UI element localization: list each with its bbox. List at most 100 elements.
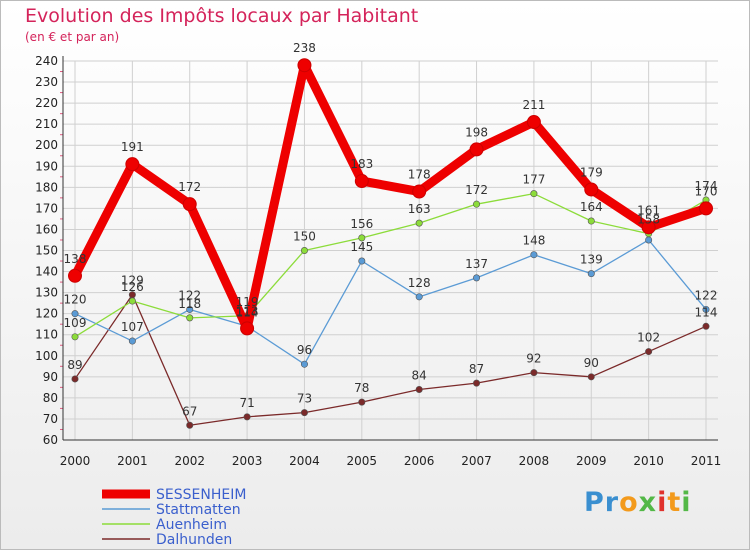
x-tick-label: 2002 [174, 454, 205, 468]
logo-part: Pr [584, 487, 620, 518]
data-point [358, 234, 366, 242]
data-label: 128 [408, 276, 431, 290]
data-point [243, 413, 251, 421]
data-label: 172 [465, 183, 488, 197]
data-label: 114 [695, 305, 718, 319]
x-tick-label: 2001 [117, 454, 148, 468]
data-label: 67 [182, 404, 197, 418]
data-point [240, 321, 255, 336]
data-label: 118 [178, 297, 201, 311]
data-point [415, 293, 423, 301]
x-tick-label: 2005 [347, 454, 378, 468]
x-tick-label: 2008 [519, 454, 550, 468]
data-point [699, 201, 713, 216]
data-label: 174 [695, 179, 718, 193]
data-label: 172 [178, 180, 201, 194]
data-point [128, 297, 136, 305]
data-label: 191 [121, 140, 144, 154]
data-label: 107 [121, 320, 144, 334]
logo-part: x [638, 487, 658, 518]
data-label: 161 [637, 203, 660, 217]
data-label: 109 [64, 316, 87, 330]
data-point [300, 360, 308, 368]
series-dalhunden [71, 291, 710, 429]
data-point [71, 310, 79, 318]
y-tick-label: 190 [35, 159, 58, 173]
data-label: 122 [178, 288, 201, 302]
series-auenheim [71, 190, 710, 341]
data-point [71, 375, 79, 383]
data-point [587, 217, 595, 225]
legend-label: Auenheim [156, 517, 227, 533]
data-label: 126 [121, 280, 144, 294]
data-point [186, 314, 194, 322]
proxiti-logo: Proxiti [584, 487, 692, 518]
data-label: 96 [297, 343, 312, 357]
chart-title: Evolution des Impôts locaux par Habitant [25, 5, 419, 27]
data-label: 114 [236, 305, 259, 319]
legend-label: Stattmatten [156, 502, 241, 518]
y-tick-label: 70 [43, 412, 58, 426]
data-label: 73 [297, 392, 312, 406]
data-label: 145 [350, 240, 373, 254]
y-tick-label: 130 [35, 286, 58, 300]
data-point [125, 157, 140, 172]
data-point [71, 333, 79, 341]
data-label: 179 [580, 165, 603, 179]
logo-part: i [657, 487, 668, 518]
data-point [587, 270, 595, 278]
data-point [412, 184, 427, 199]
y-tick-label: 80 [43, 391, 58, 405]
data-label: 238 [293, 41, 316, 55]
logo-part: i [681, 487, 692, 518]
data-label: 129 [121, 274, 144, 288]
y-tick-label: 240 [35, 54, 58, 68]
data-label: 163 [408, 202, 431, 216]
data-label: 150 [293, 230, 316, 244]
y-tick-label: 60 [43, 433, 58, 447]
data-label: 211 [522, 98, 545, 112]
x-tick-label: 2009 [576, 454, 607, 468]
data-label: 120 [64, 293, 87, 307]
x-tick-label: 2007 [461, 454, 492, 468]
data-label: 102 [637, 331, 660, 345]
data-label: 78 [354, 381, 369, 395]
data-label: 164 [580, 200, 603, 214]
data-label: 90 [584, 356, 599, 370]
data-label: 137 [465, 257, 488, 271]
data-point [530, 369, 538, 377]
data-point [645, 348, 653, 356]
y-tick-label: 110 [35, 328, 58, 342]
data-point [358, 398, 366, 406]
y-tick-label: 220 [35, 96, 58, 110]
x-tick-label: 2006 [404, 454, 435, 468]
data-point [473, 274, 481, 282]
data-point [473, 379, 481, 387]
x-tick-label: 2010 [633, 454, 664, 468]
data-point [641, 220, 656, 235]
data-label: 170 [695, 184, 718, 198]
data-point [526, 115, 541, 130]
data-point [530, 251, 538, 259]
logo-part: o [619, 487, 639, 518]
data-point [358, 257, 366, 265]
data-label: 158 [637, 213, 660, 227]
data-point [584, 182, 599, 197]
y-tick-label: 140 [35, 265, 58, 279]
data-point [354, 174, 369, 189]
data-point [702, 305, 710, 313]
data-point [68, 268, 82, 283]
data-label: 178 [408, 168, 431, 182]
data-point [186, 305, 194, 313]
data-point [473, 200, 481, 208]
data-point [702, 322, 710, 330]
data-point [415, 219, 423, 227]
data-label: 119 [236, 295, 259, 309]
data-point [469, 142, 484, 157]
data-label: 89 [67, 358, 82, 372]
y-tick-label: 180 [35, 180, 58, 194]
y-tick-label: 160 [35, 222, 58, 236]
y-tick-label: 100 [35, 349, 58, 363]
y-tick-label: 230 [35, 75, 58, 89]
